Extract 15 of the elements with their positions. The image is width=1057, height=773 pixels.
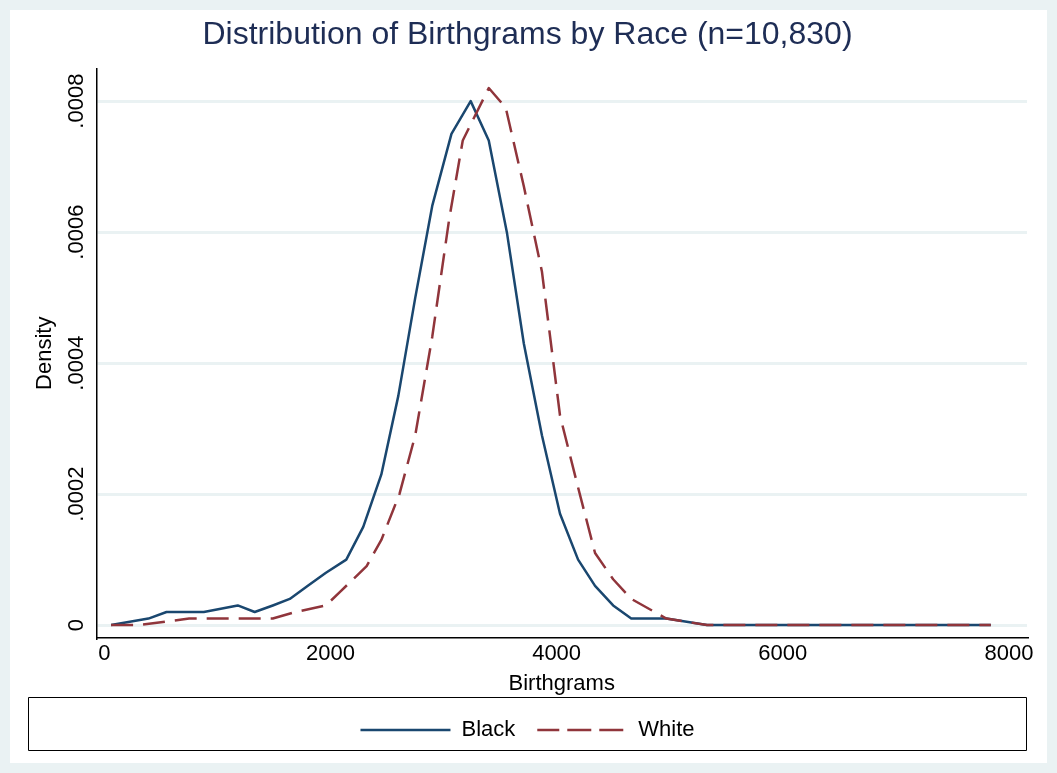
y-tick-label: .0006 bbox=[63, 204, 89, 260]
y-tick-label: .0008 bbox=[63, 73, 89, 129]
x-tick-label: 6000 bbox=[758, 640, 808, 666]
y-tick-label: 0 bbox=[63, 618, 89, 632]
y-tick-label: .0002 bbox=[63, 466, 89, 522]
x-tick-label: 0 bbox=[98, 640, 111, 666]
x-tick-label: 2000 bbox=[305, 640, 355, 666]
legend-label: Black bbox=[461, 716, 517, 742]
y-axis-title: Density bbox=[31, 316, 57, 390]
x-tick-label: 8000 bbox=[984, 640, 1034, 666]
y-tick-label: .0004 bbox=[63, 335, 89, 391]
x-axis-title: Birthgrams bbox=[508, 669, 615, 695]
x-tick-label: 4000 bbox=[532, 640, 582, 666]
chart-title: Distribution of Birthgrams by Race (n=10,830) bbox=[202, 15, 853, 52]
legend-label: White bbox=[638, 716, 695, 742]
